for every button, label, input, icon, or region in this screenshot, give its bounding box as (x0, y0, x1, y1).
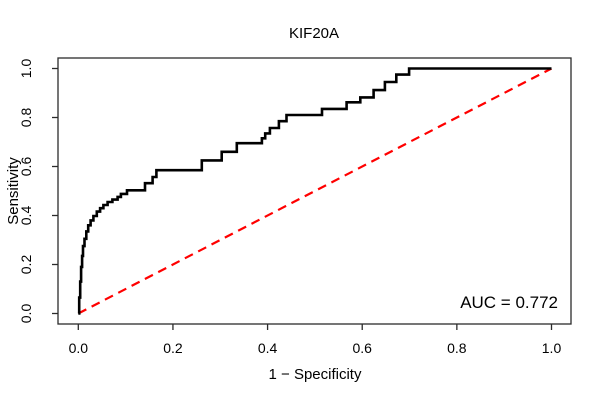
roc-curve-line (77, 67, 552, 315)
x-tick-label: 0.8 (447, 340, 467, 356)
y-axis-label: Sensitivity (5, 157, 22, 225)
x-axis-label: 1 − Specificity (269, 366, 362, 383)
y-axis: 0.0 0.2 0.4 0.6 0.8 1.0 (18, 59, 58, 324)
x-tick-label: 0.4 (258, 340, 278, 356)
x-tick-label: 0.0 (69, 340, 89, 356)
y-tick-label: 1.0 (18, 59, 34, 79)
y-tick-label: 0.2 (18, 255, 34, 275)
plot-frame (57, 57, 572, 325)
x-axis: 0.0 0.2 0.4 0.6 0.8 1.0 (69, 324, 562, 356)
y-tick-label: 0.6 (18, 157, 34, 177)
x-tick-label: 0.2 (163, 340, 183, 356)
chance-diagonal-line (77, 67, 553, 315)
plot-title: KIF20A (289, 25, 339, 42)
x-tick-label: 0.6 (352, 340, 372, 356)
y-tick-label: 0.4 (18, 206, 34, 226)
y-tick-label: 0.8 (18, 108, 34, 128)
auc-annotation: AUC = 0.772 (460, 293, 558, 312)
y-tick-label: 0.0 (18, 304, 34, 324)
x-tick-label: 1.0 (542, 340, 562, 356)
